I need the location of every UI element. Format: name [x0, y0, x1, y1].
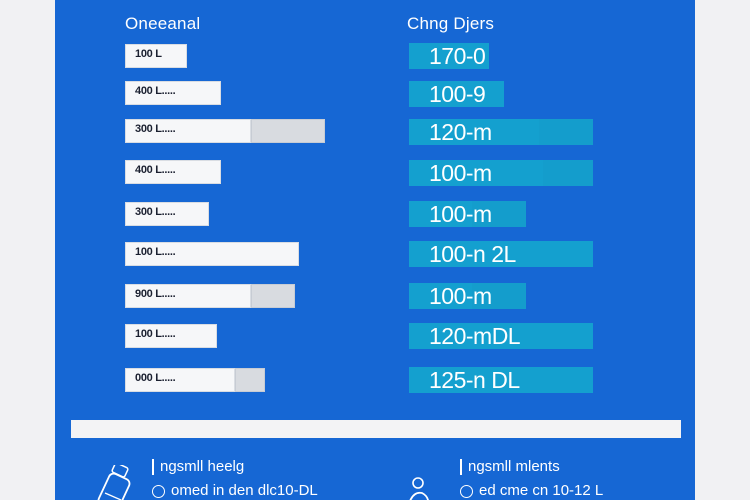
- right-bar-extension: [543, 160, 593, 186]
- right-bar: [409, 323, 593, 349]
- left-bar-extension: [235, 368, 265, 392]
- left-row-label: 000 L.....: [135, 372, 176, 384]
- person-icon: [409, 477, 429, 500]
- left-bar: [125, 368, 235, 392]
- legend-left-line2: omed in den dlc10-DL: [152, 482, 318, 499]
- divider-bar: [71, 420, 681, 438]
- right-bar-extension: [472, 283, 526, 309]
- left-bar-extension: [251, 284, 295, 308]
- left-row-label: 100 L: [135, 48, 162, 60]
- legend-right-line1: ngsmll mlents: [460, 458, 560, 476]
- left-row-label: 400 L.....: [135, 85, 176, 97]
- left-bar: [125, 324, 217, 348]
- right-row-label: 100-m: [429, 160, 492, 186]
- bullet-bar-icon: [460, 459, 462, 476]
- left-bar: [125, 160, 221, 184]
- right-row-label: 125-n DL: [429, 367, 520, 393]
- right-row-label: 120-m: [429, 119, 492, 145]
- right-row-label: 100-m: [429, 201, 492, 227]
- left-row-label: 300 L.....: [135, 123, 176, 135]
- right-row-label: 100-n 2L: [429, 241, 516, 267]
- bottle-icon: [97, 465, 131, 500]
- left-bar: [125, 44, 187, 68]
- left-row-label: 400 L.....: [135, 164, 176, 176]
- right-bar: [409, 43, 489, 69]
- left-bar: [125, 119, 251, 143]
- left-column-title: Oneeanal: [125, 14, 201, 33]
- left-row-label: 900 L.....: [135, 288, 176, 300]
- bullet-bar-icon: [152, 459, 154, 476]
- right-column-title: Chng Djers: [407, 14, 495, 33]
- left-bar: [125, 284, 251, 308]
- right-bar: [409, 81, 504, 107]
- left-bar: [125, 81, 221, 105]
- right-bar-extension: [539, 119, 593, 145]
- right-bar: [409, 367, 593, 393]
- left-bar-extension: [251, 119, 325, 143]
- right-bar-extension: [472, 201, 526, 227]
- circle-icon: [152, 484, 165, 498]
- circle-icon: [460, 484, 473, 498]
- right-row-label: 100-9: [429, 81, 486, 107]
- legend-right-line2: ed cme cn 10-12 L: [460, 482, 603, 499]
- left-row-label: 100 L.....: [135, 328, 176, 340]
- left-bar: [125, 242, 299, 266]
- main-panel: Oneeanal Chng Djers 100 L 400 L..... 300 L…: [55, 0, 695, 500]
- right-row-label: 170-0: [429, 43, 486, 69]
- legend-left-line1: ngsmll heelg: [152, 458, 244, 476]
- left-row-label: 300 L.....: [135, 206, 176, 218]
- right-row-label: 120-mDL: [429, 323, 521, 349]
- left-bar: [125, 202, 209, 226]
- right-bar: [409, 241, 593, 267]
- left-row-label: 100 L.....: [135, 246, 176, 258]
- right-row-label: 100-m: [429, 283, 492, 309]
